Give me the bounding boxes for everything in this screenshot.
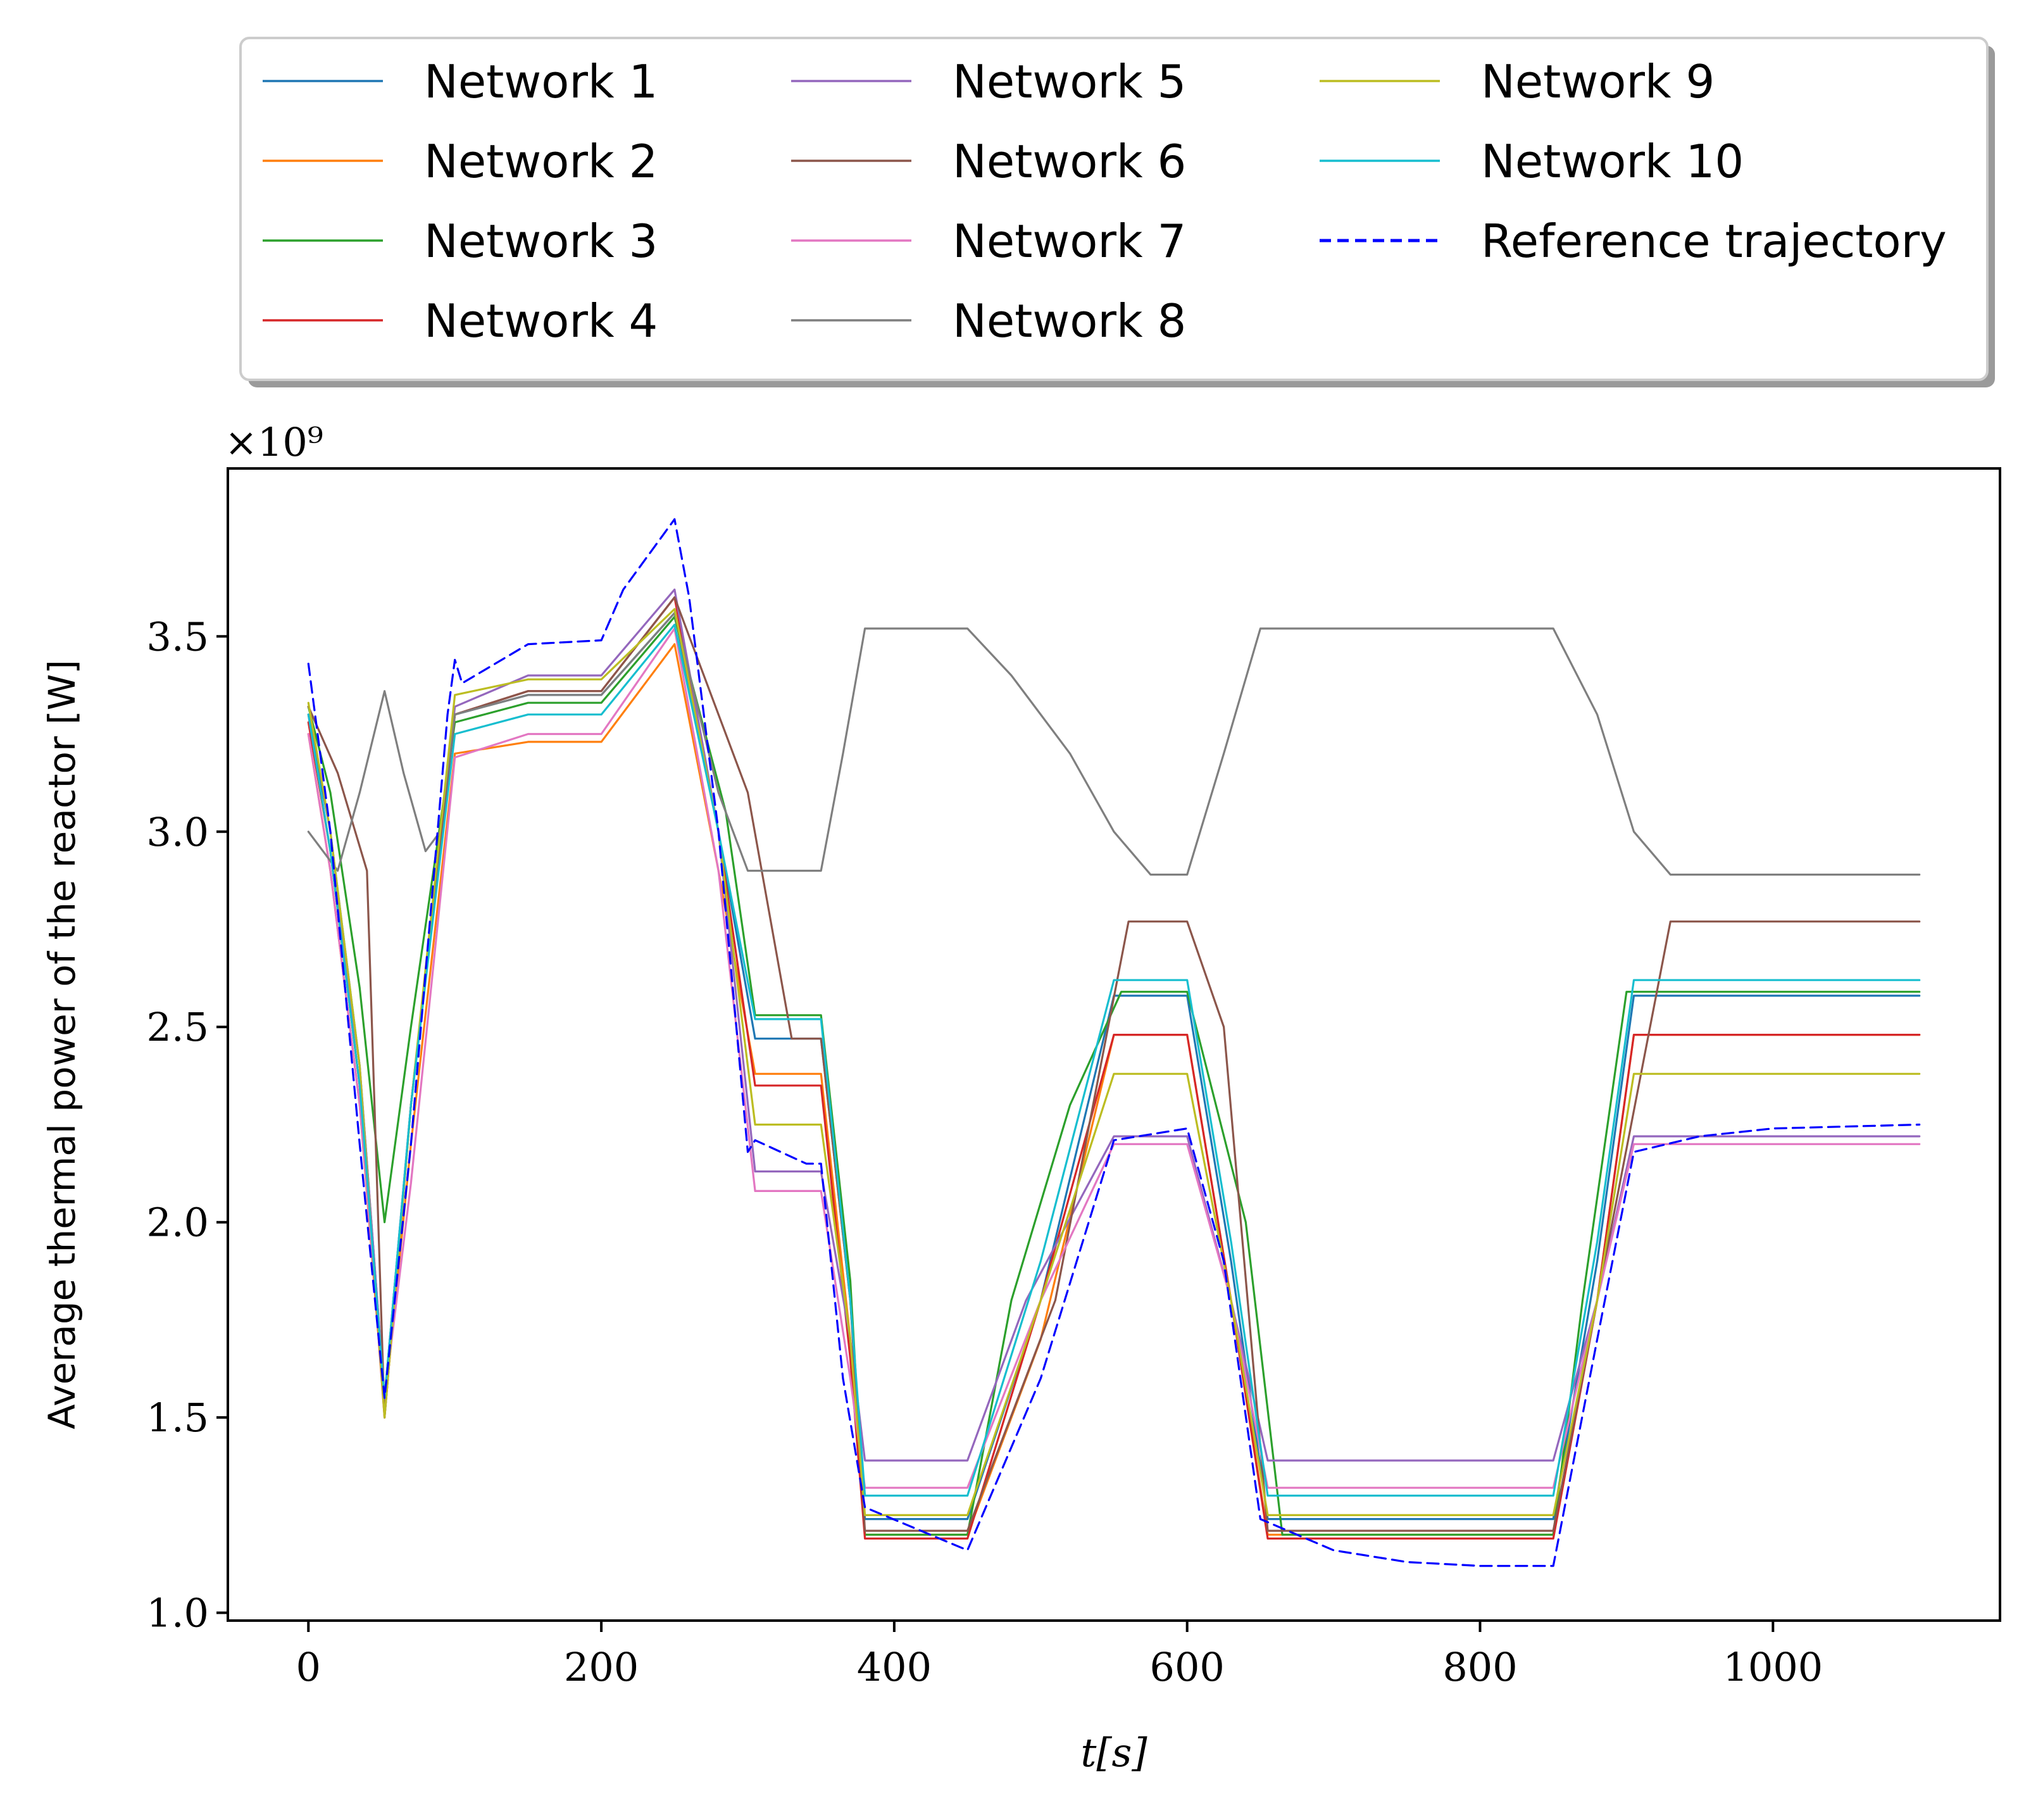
series-line-6 [307, 596, 1921, 1532]
y-tick-label: 1.5 [146, 1395, 209, 1441]
x-tick-label: 600 [1150, 1644, 1225, 1690]
legend-label: Network 1 [424, 55, 658, 108]
series-line-2 [307, 643, 1921, 1536]
legend-label: Network 10 [1481, 135, 1744, 188]
x-tick-label: 0 [296, 1644, 321, 1690]
legend-label: Network 9 [1481, 55, 1715, 108]
legend-box [239, 37, 1989, 381]
series-line-3 [307, 615, 1921, 1536]
y-tick-label: 2.5 [146, 1004, 209, 1050]
y-tick-label: 1.0 [146, 1590, 209, 1636]
plot-frame [227, 467, 2001, 1622]
x-tick-label: 200 [564, 1644, 639, 1690]
x-tick-label: 800 [1442, 1644, 1517, 1690]
series-line-11 [307, 518, 1921, 1567]
x-axis-ticks: 0 200 400 600 800 1000 [296, 1621, 1823, 1690]
series-line-9 [307, 608, 1921, 1516]
y-tick-label: 3.5 [146, 613, 209, 660]
x-axis-label: t[s] [1080, 1729, 1147, 1776]
x-tick-label: 400 [857, 1644, 932, 1690]
legend-label: Reference trajectory [1481, 215, 1947, 268]
y-axis-label: Average thermal power of the reactor [W] [41, 660, 84, 1429]
legend-label: Network 4 [424, 294, 658, 348]
series-line-4 [307, 596, 1921, 1540]
series-line-8 [307, 612, 1921, 876]
legend-label: Network 8 [953, 294, 1186, 348]
series-line-1 [307, 612, 1921, 1521]
series-layer [307, 518, 1921, 1567]
x-tick-label: 1000 [1723, 1644, 1823, 1690]
y-tick-label: 2.0 [146, 1200, 209, 1246]
y-offset-label: ×10⁹ [225, 419, 323, 465]
legend-label: Network 3 [424, 215, 658, 268]
y-tick-label: 3.0 [146, 809, 209, 855]
series-line-10 [307, 624, 1921, 1497]
series-line-7 [307, 627, 1921, 1489]
series-line-5 [307, 588, 1921, 1462]
legend-label: Network 5 [953, 55, 1186, 108]
legend-label: Network 2 [424, 135, 658, 188]
legend-label: Network 6 [953, 135, 1186, 188]
legend-items: Network 1 Network 2 Network 3 Network 4 Netw… [263, 55, 1947, 348]
y-axis-ticks: 1.0 1.5 2.0 2.5 3.0 3.5 [146, 613, 228, 1636]
legend: Network 1 Network 2 Network 3 Network 4 Netw… [239, 37, 1995, 387]
legend-label: Network 7 [953, 215, 1186, 268]
